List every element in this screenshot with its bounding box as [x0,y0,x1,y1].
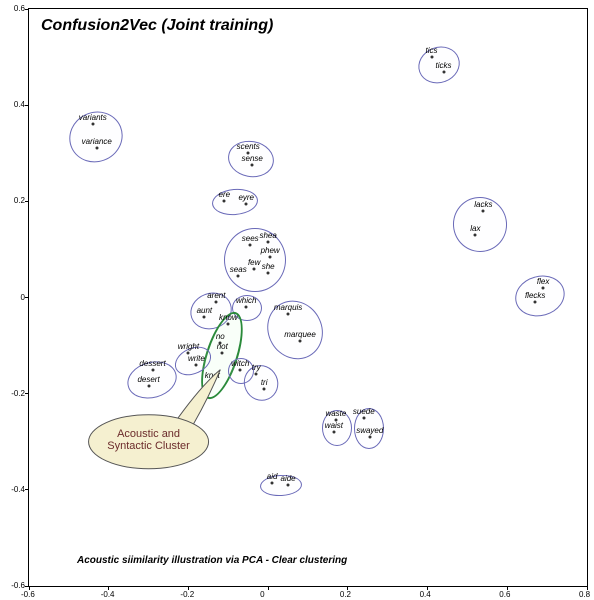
callout-line1: Acoustic and [94,428,204,440]
chart-title: Confusion2Vec (Joint training) [41,17,273,35]
x-tick-label: 0.2 [340,590,351,599]
y-tick-label: -0.2 [5,389,25,398]
y-tick-label: 0 [5,293,25,302]
plot-area: Confusion2Vec (Joint training) Acoustic … [28,8,588,587]
x-tick-label: 0.4 [420,590,431,599]
y-tick-label: 0.6 [5,4,25,13]
x-tick [268,586,269,590]
callout-shape [29,9,587,586]
y-tick-label: 0.4 [5,100,25,109]
y-tick-label: -0.6 [5,581,25,590]
x-tick-label: 0 [260,590,264,599]
y-tick-label: 0.2 [5,196,25,205]
y-tick-label: -0.4 [5,485,25,494]
x-tick-label: 0.6 [499,590,510,599]
callout-line2: Syntactic Cluster [94,440,204,452]
callout-text: Acoustic andSyntactic Cluster [94,428,204,452]
chart-subtitle: Acoustic siimilarity illustration via PC… [77,555,347,566]
scatter-chart: Confusion2Vec (Joint training) Acoustic … [0,0,594,600]
x-tick-label: 0.8 [579,590,590,599]
x-tick-label: -0.2 [180,590,194,599]
x-tick-label: -0.4 [101,590,115,599]
x-tick-label: -0.6 [21,590,35,599]
